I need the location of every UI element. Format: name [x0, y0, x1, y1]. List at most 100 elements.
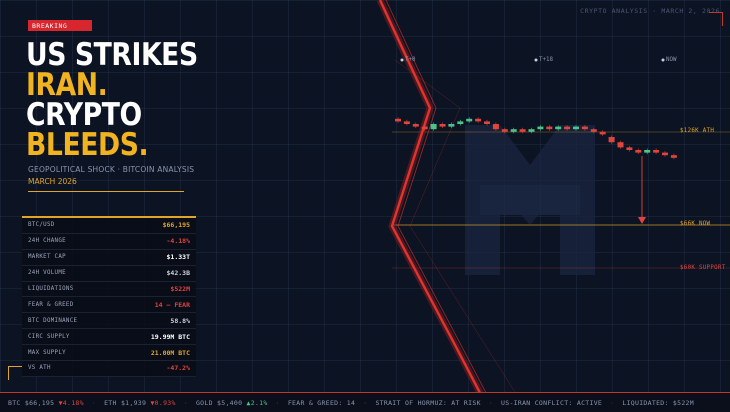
- stat-value: 21.00M BTC: [150, 348, 190, 357]
- stat-row: 24H VOLUME $42.3B: [22, 266, 196, 282]
- ticker-label: BTC: [8, 398, 21, 407]
- stat-value: -47.2%: [166, 364, 190, 373]
- ticker-item-fear-greed: FEAR & GREED: 14: [287, 398, 356, 407]
- ticker-separator: ·: [363, 398, 368, 407]
- candle: [484, 121, 490, 124]
- candle: [439, 124, 446, 127]
- stat-label: BTC/USD: [28, 222, 55, 229]
- candle: [510, 129, 517, 132]
- stat-value: -4.18%: [166, 237, 190, 246]
- level-label-ath: $126K ATH: [680, 128, 715, 134]
- now-dot: [661, 58, 665, 62]
- headline: US STRIKES IRAN. CRYPTO BLEEDS.: [26, 37, 198, 163]
- ticker-separator: ·: [183, 398, 188, 407]
- ticker-change: ▲2.1%: [246, 398, 268, 407]
- stat-value: $522M: [170, 285, 190, 293]
- time-label-t0: T+0: [405, 57, 416, 63]
- ticker-value: $5,400: [217, 398, 243, 407]
- stat-label: FEAR & GREED: [28, 301, 74, 308]
- candle: [430, 124, 437, 130]
- candle: [475, 118, 482, 122]
- candle: [466, 118, 473, 122]
- stat-row: MARKET CAP $1.33T: [22, 250, 196, 266]
- candle: [421, 126, 428, 130]
- ticker-value: $66,195: [24, 398, 55, 407]
- ticker-item-gold: GOLD $5,400 ▲2.1%: [188, 399, 276, 407]
- stat-label: CIRC SUPPLY: [28, 333, 70, 340]
- level-label-support: $60K SUPPORT: [680, 265, 726, 271]
- headline-line-3: CRYPTO: [26, 97, 142, 133]
- stat-value: $1.33T: [166, 253, 190, 262]
- candle: [617, 142, 624, 148]
- t0-dot: [400, 58, 404, 62]
- stat-row: BTC DOMINANCE 58.8%: [22, 313, 196, 330]
- ticker-item-eth: ETH $1,939 ▼0.93%: [96, 399, 184, 407]
- candle: [546, 126, 553, 130]
- candles-group: [395, 117, 677, 160]
- candle: [635, 150, 642, 153]
- stat-value: 14 — FEAR: [154, 300, 190, 309]
- ticker-change: ▼4.18%: [58, 398, 84, 407]
- candle: [448, 124, 455, 127]
- candle: [581, 126, 588, 130]
- stat-value: 19.99M BTC: [150, 332, 190, 341]
- ticker-separator: ·: [275, 398, 280, 407]
- headline-line-4: BLEEDS.: [26, 127, 149, 163]
- candle: [519, 129, 526, 132]
- ticker-label: GOLD: [195, 398, 213, 407]
- candle: [501, 129, 508, 132]
- stat-value: $66,195: [162, 221, 190, 230]
- accent-divider: [28, 191, 184, 192]
- candle: [644, 150, 651, 153]
- stat-label: MAX SUPPLY: [28, 349, 66, 356]
- ticker-item-conflict: US-IRAN CONFLICT: ACTIVE: [501, 398, 603, 407]
- stat-row: CIRC SUPPLY 19.99M BTC: [22, 329, 196, 346]
- corner-bracket-top-right: [709, 12, 723, 26]
- crash-zigzag: [376, 0, 521, 412]
- t18-dot: [534, 58, 538, 62]
- candle: [555, 126, 562, 130]
- stat-row: VS ATH -47.2%: [22, 361, 196, 377]
- ticker-change: ▼0.93%: [150, 398, 176, 407]
- stat-value: $42.3B: [166, 269, 190, 278]
- time-label-now: NOW: [666, 57, 677, 63]
- stat-label: 24H CHANGE: [28, 238, 66, 245]
- candle: [662, 152, 668, 156]
- ticker-separator: ·: [91, 398, 97, 407]
- candle: [457, 121, 464, 124]
- watermark-logo: [465, 125, 595, 275]
- stat-value: 58.8%: [170, 316, 190, 325]
- stats-table: BTC/USD $66,195 24H CHANGE -4.18% MARKET C…: [22, 216, 196, 377]
- stat-row: MAX SUPPLY 21.00M BTC: [22, 345, 196, 362]
- stat-row: LIQUIDATIONS $522M: [22, 282, 196, 298]
- subtitle: GEOPOLITICAL SHOCK · BITCOIN ANALYSIS: [28, 165, 195, 174]
- candle: [573, 126, 579, 130]
- candle: [564, 126, 571, 130]
- candle: [528, 129, 535, 132]
- ticker-separator: ·: [488, 398, 494, 407]
- breaking-badge: BREAKING: [28, 20, 92, 31]
- time-label-t18: T+18: [539, 57, 553, 63]
- stat-label: BTC DOMINANCE: [28, 317, 78, 324]
- news-ticker: BTC $66,195 ▼4.18% · ETH $1,939 ▼0.93% ·…: [0, 392, 730, 412]
- candle: [395, 118, 401, 122]
- candle: [670, 155, 677, 158]
- ticker-item-hormuz: STRAIT OF HORMUZ: AT RISK: [375, 398, 481, 407]
- candle: [492, 124, 499, 130]
- candle: [599, 131, 606, 135]
- ticker-item-btc: BTC $66,195 ▼4.18%: [0, 399, 92, 407]
- headline-line-1: US STRIKES: [26, 37, 198, 73]
- level-label-now: $66K NOW: [680, 221, 711, 227]
- stat-row: BTC/USD $66,195: [22, 218, 196, 234]
- candle: [608, 137, 615, 143]
- candle: [590, 129, 597, 132]
- ticker-value: $1,939: [120, 398, 147, 407]
- date-label: MARCH 2026: [28, 177, 77, 186]
- stat-row: FEAR & GREED 14 — FEAR: [22, 297, 196, 314]
- ticker-item-liquidated: LIQUIDATED: $522M: [622, 398, 694, 407]
- candle: [653, 150, 660, 153]
- candle: [537, 126, 544, 130]
- stat-label: VS ATH: [28, 365, 51, 372]
- header-meta: CRYPTO ANALYSIS · MARCH 2, 2026: [580, 7, 720, 15]
